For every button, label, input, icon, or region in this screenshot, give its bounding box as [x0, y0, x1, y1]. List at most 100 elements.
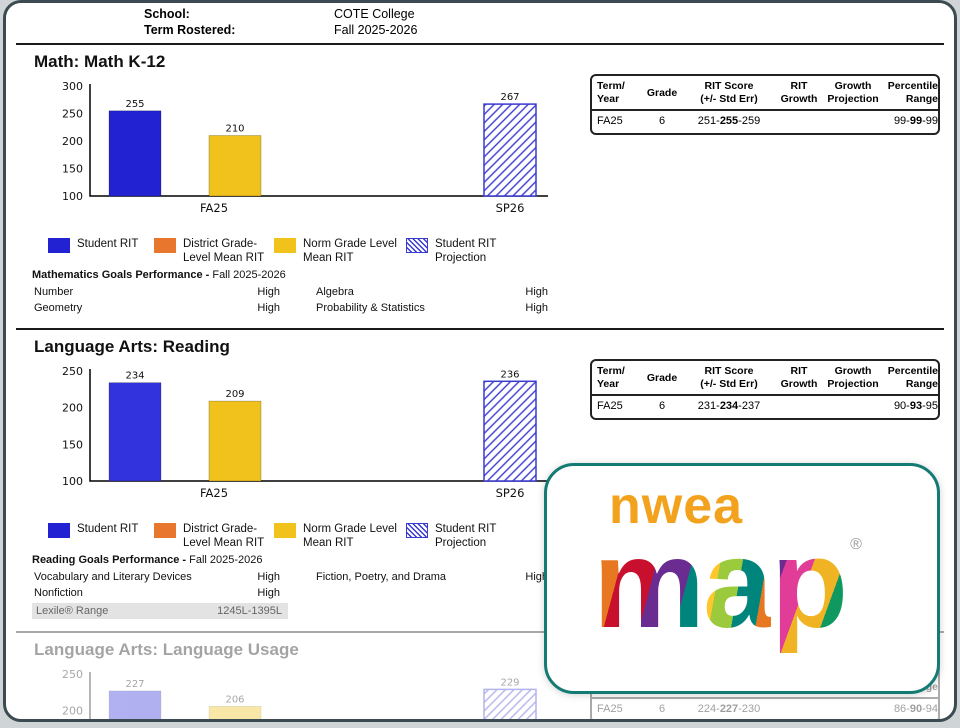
svg-text:250: 250 [62, 108, 83, 121]
goals-title: Reading Goals Performance - Fall 2025-20… [32, 554, 263, 567]
svg-text:100: 100 [62, 475, 83, 488]
section-divider [16, 631, 944, 634]
table-data-row: FA25 6 224-227-230 86-90-94 [592, 699, 938, 719]
legend-item: Student RIT Projection [406, 522, 546, 550]
svg-text:150: 150 [62, 163, 83, 176]
bar-norm-grade-level-mean-rit [208, 706, 262, 719]
svg-text:150: 150 [62, 438, 83, 451]
legend-item: Student RIT [48, 237, 154, 265]
section-title-language-usage: Language Arts: Language Usage [34, 640, 299, 660]
math-goals-performance: Mathematics Goals Performance - Fall 202… [32, 269, 590, 316]
goal-rating: High [257, 587, 280, 600]
goal-rating: High [525, 286, 548, 299]
goal-rating: High [525, 302, 548, 315]
goals-left-column: Number High Geometry High [32, 284, 284, 316]
reading-goals-performance: Reading Goals Performance - Fall 2025-20… [32, 554, 590, 620]
legend-label: District Grade-Level Mean RIT [183, 238, 265, 265]
nwea-map-logo-card: nwea map ® [544, 463, 940, 694]
cell-percentile-range: 90-93-95 [893, 400, 938, 413]
map-wordmark: map [593, 513, 848, 654]
legend-label: Student RIT [77, 238, 139, 250]
table-header-cell: Grade [646, 86, 678, 99]
legend-item: Student RIT [48, 522, 154, 550]
bar-value-label: 236 [500, 369, 519, 380]
cell-grade: 6 [658, 400, 666, 413]
language-usage-rit-bar-chart: 100150200250227206229FA25SP26 [48, 662, 590, 719]
reading-rit-bar-chart: 100 150 200 250 234 209 236 FA25 SP26 [48, 359, 590, 514]
table-header-cell: RIT Score(+/- Std Err) [700, 365, 758, 391]
goals-right-column: Fiction, Poetry, and Drama High [314, 569, 552, 619]
cell-rit-growth [776, 703, 822, 715]
cell-growth-projection [822, 400, 884, 412]
table-header-cell: Grade [646, 371, 678, 384]
x-axis-term-label: FA25 [200, 486, 228, 500]
legend-item: Norm Grade Level Mean RIT [274, 237, 406, 265]
cell-rit-score: 224-227-230 [697, 703, 761, 716]
section-math: Math: Math K-12 100 150 200 250 300 255 210 267… [6, 45, 954, 322]
bar-value-label: 234 [125, 371, 144, 382]
cell-rit-score: 251-255-259 [697, 115, 761, 128]
report-header: School: COTE College Term Rostered: Fall… [6, 3, 954, 38]
x-axis-term-label: FA25 [200, 201, 228, 215]
goal-row: Probability & Statistics High [314, 300, 552, 316]
goal-label: Number [34, 286, 74, 299]
section-title-math: Math: Math K-12 [34, 52, 166, 71]
cell-percentile-range: 99-99-99 [893, 115, 938, 128]
bar-norm-grade-level-mean-rit [208, 400, 262, 482]
bar-chart-svg: 100150200250227206229FA25SP26 [62, 668, 537, 719]
term-rostered-value: Fall 2025-2026 [334, 23, 418, 37]
goal-row: Vocabulary and Literary Devices High [32, 569, 284, 585]
legend-item: Student RIT Projection [406, 237, 546, 265]
reading-rit-score-table: Term/Year Grade RIT Score (+/- Std Err) RIT G… [590, 359, 940, 421]
math-rit-score-table: Term/Year Grade RIT Score (+/- Std Err) RIT G… [590, 74, 940, 136]
bar-student-rit [108, 110, 162, 197]
bar-value-label: 210 [225, 124, 244, 135]
school-label: School: [144, 7, 190, 21]
legend-label: Norm Grade Level Mean RIT [303, 238, 397, 265]
goal-row: Number High [32, 284, 284, 300]
goal-rating: High [257, 571, 280, 584]
projection-swatch-icon [406, 523, 428, 539]
x-axis-term-label: SP26 [496, 486, 525, 500]
cell-growth-projection [822, 703, 884, 715]
lexile-range-value: 1245L-1395L [217, 605, 282, 618]
cell-grade: 6 [658, 703, 666, 716]
legend-item: District Grade-Level Mean RIT [154, 237, 274, 265]
goal-rating: High [525, 571, 548, 584]
registered-trademark-icon: ® [850, 536, 862, 553]
legend-label: Norm Grade Level Mean RIT [303, 523, 397, 550]
section-reading: Language Arts: Reading 100 150 200 250 234 20… [6, 330, 954, 625]
svg-text:300: 300 [62, 80, 83, 93]
bar-value-label: 267 [500, 92, 519, 103]
goal-row: Algebra High [314, 284, 552, 300]
goal-rating: High [257, 286, 280, 299]
cell-term-year: FA25 [597, 400, 623, 413]
cell-term-year: FA25 [597, 703, 623, 716]
table-header-cell: Term/Year [597, 80, 625, 106]
bar-value-label: 255 [125, 99, 144, 110]
district-swatch-icon [154, 238, 176, 253]
goals-title: Mathematics Goals Performance - Fall 202… [32, 269, 286, 282]
student-swatch-icon [48, 238, 70, 253]
lexile-range-row: Lexile® Range 1245L-1395L [32, 603, 288, 620]
goal-row: Geometry High [32, 300, 284, 316]
goal-label: Vocabulary and Literary Devices [34, 571, 192, 584]
bar-value-label: 209 [225, 389, 244, 400]
svg-text:100: 100 [62, 190, 83, 203]
map-student-report-page: School: COTE College Term Rostered: Fall… [3, 0, 957, 722]
math-rit-bar-chart: 100 150 200 250 300 255 210 267 FA25 SP26 [48, 74, 590, 229]
legend-item: Norm Grade Level Mean RIT [274, 522, 406, 550]
cell-rit-growth [776, 400, 822, 412]
section-title-reading: Language Arts: Reading [34, 337, 230, 357]
table-header-cell: Term/Year [597, 365, 625, 391]
bar-student-rit [108, 690, 162, 719]
x-axis-term-label: SP26 [496, 201, 525, 215]
cell-rit-growth [776, 115, 822, 127]
goals-left-column: Vocabulary and Literary Devices High Nonfi… [32, 569, 288, 620]
